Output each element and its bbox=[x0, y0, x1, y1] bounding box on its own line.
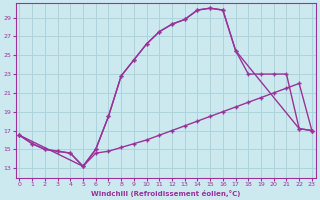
X-axis label: Windchill (Refroidissement éolien,°C): Windchill (Refroidissement éolien,°C) bbox=[91, 190, 240, 197]
